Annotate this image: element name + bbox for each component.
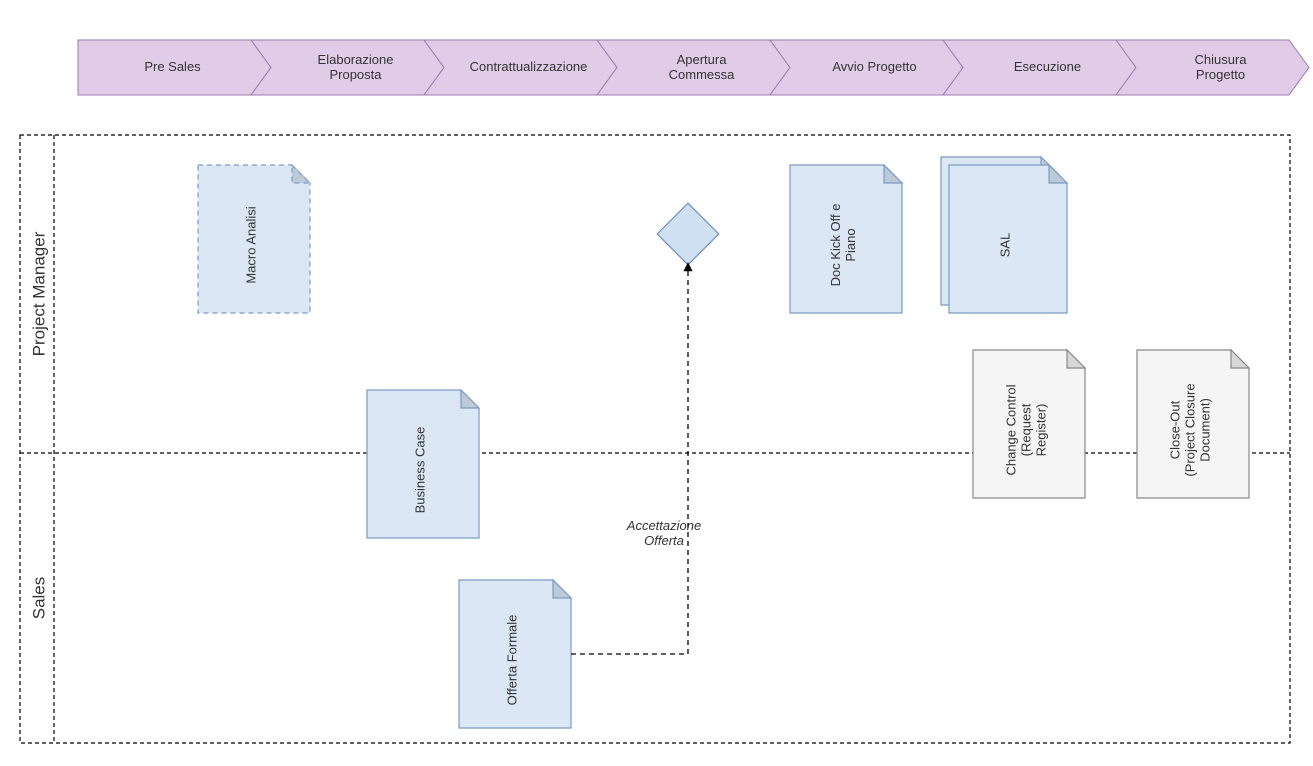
phase-chevron: ElaborazioneProposta: [251, 40, 444, 95]
phase-chevron: Avvio Progetto: [770, 40, 963, 95]
flow-arrow: [571, 264, 688, 654]
swimlane-label: Sales: [29, 577, 48, 620]
phase-label: Avvio Progetto: [832, 59, 916, 74]
phase-chevron: ChiusuraProgetto: [1116, 40, 1309, 95]
document-label: Macro Analisi: [243, 206, 258, 283]
document-label: Business Case: [412, 427, 427, 514]
phase-label: ChiusuraProgetto: [1194, 52, 1247, 82]
document-macro_analisi: Macro Analisi: [198, 165, 310, 313]
phase-label: Esecuzione: [1014, 59, 1081, 74]
document-kickoff_piano: Doc Kick Off ePiano: [790, 165, 902, 313]
document-sal: SAL: [941, 157, 1067, 313]
phase-chevron: Pre Sales: [78, 40, 271, 95]
phase-label: AperturaCommessa: [669, 52, 736, 82]
phase-chevron: Esecuzione: [943, 40, 1136, 95]
phase-label: Contrattualizzazione: [470, 59, 588, 74]
document-label: SAL: [997, 233, 1012, 258]
document-offerta_formale: Offerta Formale: [459, 580, 571, 728]
document-change_control: Change Control(RequestRegister): [973, 350, 1085, 498]
decision-gateway: [657, 203, 719, 265]
document-close_out: Close-Out(Project ClosureDocument): [1137, 350, 1249, 498]
document-label: Offerta Formale: [504, 615, 519, 706]
phase-label: Pre Sales: [144, 59, 201, 74]
phase-chevron: Contrattualizzazione: [424, 40, 617, 95]
flow-label: AccettazioneOfferta: [626, 518, 701, 548]
swimlane-label: Project Manager: [29, 231, 48, 356]
document-business_case: Business Case: [367, 390, 479, 538]
phase-chevron: AperturaCommessa: [597, 40, 790, 95]
